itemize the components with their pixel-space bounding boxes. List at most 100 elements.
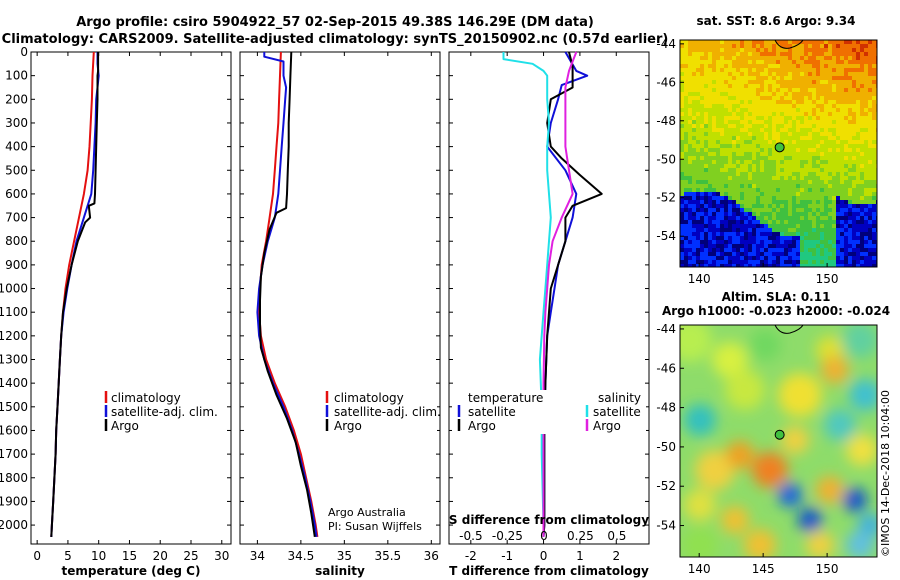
sst-cell [724,152,729,157]
sst-cell [780,172,785,177]
sst-cell [812,184,817,189]
sst-cell [844,188,849,193]
sst-cell [752,140,757,145]
sst-cell [872,188,877,193]
sst-cell [692,148,697,153]
sst-cell [712,224,717,229]
sst-cell [688,176,693,181]
sst-cell [712,220,717,225]
sst-cell [848,224,853,229]
sst-cell [792,128,797,133]
sst-cell [860,48,865,53]
sst-cell [724,104,729,109]
sst-cell [832,244,837,249]
sst-cell [716,144,721,149]
sst-cell [860,76,865,81]
sst-cell [684,48,689,53]
sst-cell [728,212,733,217]
sst-cell [708,216,713,221]
sst-cell [772,80,777,85]
sst-cell [764,76,769,81]
sst-cell [680,64,685,69]
sst-cell [700,240,705,245]
sst-cell [800,60,805,65]
sst-cell [688,68,693,73]
sst-cell [828,208,833,213]
sst-cell [796,240,801,245]
sst-cell [860,64,865,69]
sst-cell [748,56,753,61]
sst-cell [776,48,781,53]
sst-cell [744,176,749,181]
sst-cell [868,244,873,249]
sla-blob-layer [680,325,877,557]
sst-cell [776,244,781,249]
sst-cell [828,52,833,57]
sst-cell [796,152,801,157]
sst-cell [752,160,757,165]
sst-cell [708,120,713,125]
sst-cell [848,120,853,125]
sst-cell [712,48,717,53]
sst-cell [768,96,773,101]
sst-cell [808,88,813,93]
sst-cell [784,184,789,189]
sst-cell [848,44,853,49]
sst-cell [824,176,829,181]
sst-cell [816,232,821,237]
sst-cell [856,256,861,261]
sst-cell [680,244,685,249]
sst-cell [692,212,697,217]
sst-cell [700,136,705,141]
sst-cell [824,128,829,133]
sst-cell [808,260,813,265]
sst-cell [796,244,801,249]
sst-cell [864,160,869,165]
sst-cell [808,184,813,189]
sst-cell [836,88,841,93]
sst-cell [832,84,837,89]
sst-cell [868,152,873,157]
sst-cell [736,196,741,201]
sst-cell [772,56,777,61]
sst-cell [784,256,789,261]
sst-cell [728,116,733,121]
sst-cell [728,44,733,49]
sst-cell [716,176,721,181]
sst-cell [720,180,725,185]
sst-cell [872,120,877,125]
sst-cell [700,164,705,169]
sst-cell [836,244,841,249]
sst-cell [788,88,793,93]
sst-cell [816,252,821,257]
sst-cell [756,140,761,145]
sst-cell [852,136,857,141]
sst-cell [828,84,833,89]
sst-cell [688,260,693,265]
sst-cell [748,208,753,213]
sst-cell [832,224,837,229]
sst-cell [824,244,829,249]
sst-cell [704,168,709,173]
sst-cell [776,184,781,189]
sst-cell [700,140,705,145]
sst-cell [852,52,857,57]
sst-cell [688,156,693,161]
sst-cell [868,132,873,137]
sst-cell [680,188,685,193]
sst-cell [800,140,805,145]
sst-cell [812,144,817,149]
sst-cell [812,104,817,109]
sst-cell [744,48,749,53]
sst-cell [780,132,785,137]
sst-cell [848,152,853,157]
sst-cell [788,48,793,53]
sst-cell [688,172,693,177]
sst-cell [872,180,877,185]
sst-cell [776,192,781,197]
sst-cell [716,188,721,193]
sst-cell [844,180,849,185]
sst-cell [700,116,705,121]
sst-cell [776,172,781,177]
sst-cell [732,204,737,209]
